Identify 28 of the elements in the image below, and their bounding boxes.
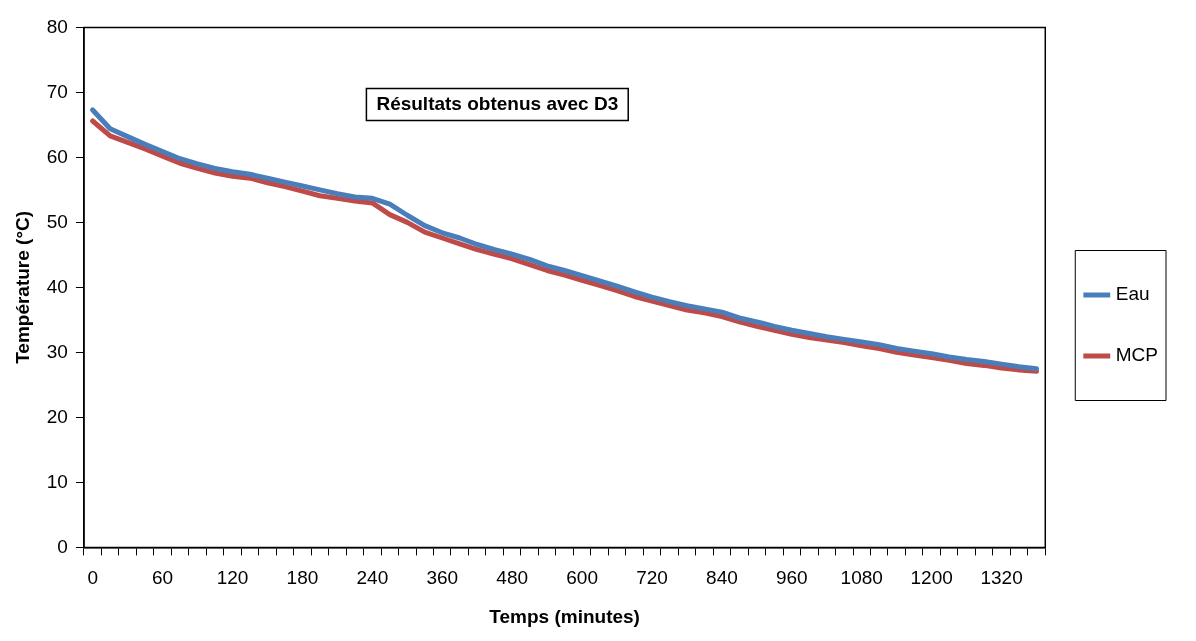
x-tick-label: 120 — [216, 567, 249, 589]
x-tick-label: 60 — [152, 567, 174, 589]
x-tick-label: 240 — [356, 567, 389, 589]
x-tick-label: 360 — [426, 567, 459, 589]
x-tick-label: 600 — [566, 567, 598, 589]
x-tick-label: 1320 — [980, 567, 1023, 589]
y-tick-label: 20 — [46, 405, 68, 427]
x-axis-title: Temps (minutes) — [489, 605, 640, 627]
y-tick-label: 60 — [46, 145, 68, 167]
x-tick-label: 840 — [706, 567, 738, 589]
y-tick-label: 70 — [46, 80, 68, 102]
x-tick-label: 1200 — [910, 567, 953, 589]
y-tick-label: 0 — [57, 535, 68, 557]
y-tick-label: 50 — [46, 210, 68, 232]
legend-label: MCP — [1115, 344, 1159, 366]
x-tick-label: 180 — [286, 567, 319, 589]
y-axis-title: Température (°C) — [11, 210, 33, 364]
text: Résultats obtenus avec D3 — [376, 92, 619, 114]
x-tick-label: 0 — [87, 567, 98, 589]
y-tick-label: 80 — [46, 15, 68, 37]
x-tick-label: 720 — [636, 567, 668, 589]
y-tick-label: 10 — [46, 470, 68, 492]
x-tick-label: 480 — [496, 567, 529, 589]
x-tick-label: 1080 — [840, 567, 883, 589]
x-tick-label: 960 — [775, 567, 808, 589]
y-tick-label: 40 — [46, 275, 68, 297]
legend-label: Eau — [1115, 283, 1150, 305]
y-tick-label: 30 — [46, 340, 68, 362]
